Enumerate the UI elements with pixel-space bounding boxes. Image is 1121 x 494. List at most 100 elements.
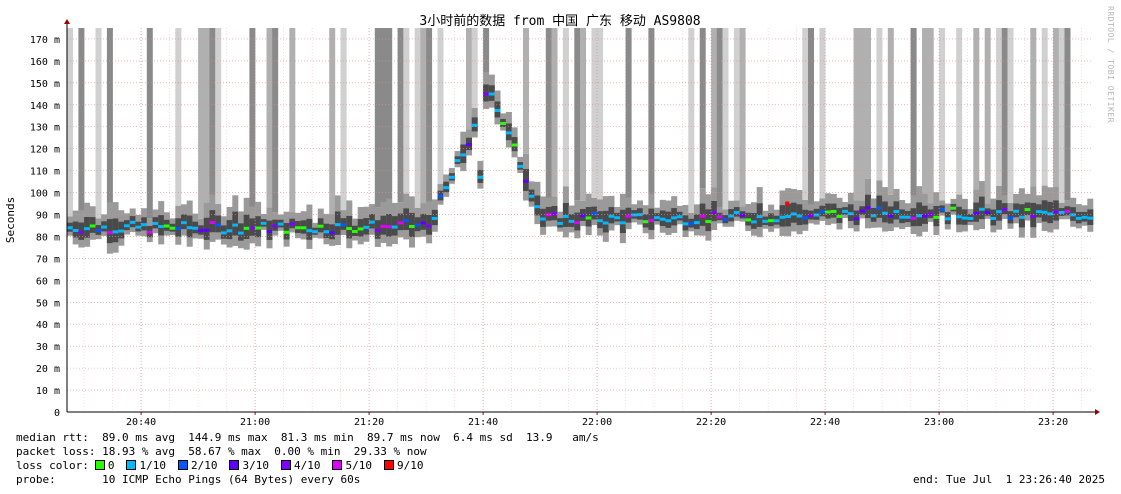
loss-column: [329, 28, 336, 215]
probe-line: probe: 10 ICMP Echo Pings (64 Bytes) eve…: [16, 473, 360, 487]
loss-column: [1007, 28, 1014, 203]
loss-column: [146, 28, 153, 219]
loss-swatch-label: 5/10: [345, 459, 372, 472]
median-marker: [1013, 209, 1020, 213]
loss-column: [437, 28, 444, 185]
loss-column: [1001, 28, 1008, 196]
loss-swatch-label: 1/10: [139, 459, 166, 472]
median-marker: [84, 227, 91, 231]
y-tick-label: 90 m: [36, 211, 60, 222]
median-marker: [944, 217, 951, 221]
median-marker: [67, 226, 73, 230]
x-tick-label: 23:00: [924, 417, 954, 428]
loss-column: [580, 28, 586, 201]
median-marker: [659, 217, 666, 221]
median-marker: [517, 164, 524, 168]
median-marker: [597, 219, 604, 223]
median-marker: [409, 224, 415, 228]
loss-column: [272, 28, 279, 213]
loss-column: [340, 28, 347, 211]
loss-column: [78, 28, 85, 211]
loss-column: [996, 28, 1003, 186]
median-marker: [825, 210, 832, 214]
y-tick-label: 80 m: [36, 232, 60, 243]
median-marker: [756, 215, 763, 219]
median-marker: [728, 214, 735, 218]
loss-column: [1053, 28, 1060, 187]
loss-column: [523, 28, 529, 154]
median-marker: [226, 229, 233, 233]
median-marker: [300, 226, 307, 230]
median-marker: [238, 231, 244, 235]
loss-column: [733, 28, 740, 201]
median-marker: [551, 212, 558, 216]
x-tick-label: 22:20: [696, 417, 726, 428]
median-marker: [386, 225, 393, 229]
y-tick-label: 30 m: [36, 342, 60, 353]
median-marker: [203, 228, 210, 232]
median-marker: [152, 221, 159, 225]
median-marker: [682, 222, 689, 226]
loss-column: [819, 28, 826, 199]
median-marker: [317, 224, 324, 228]
median-marker: [277, 222, 284, 226]
loss-column: [397, 28, 404, 203]
loss-swatch: [332, 460, 343, 470]
loss-column: [922, 28, 928, 194]
median-marker: [101, 225, 108, 229]
packet-loss-values: 18.93 % avg 58.67 % max 0.00 % min 29.33…: [102, 445, 427, 458]
median-marker: [602, 221, 609, 225]
median-marker: [129, 220, 136, 224]
median-marker: [545, 213, 552, 217]
loss-column: [471, 28, 478, 108]
y-tick-label: 40 m: [36, 320, 60, 331]
median-marker: [865, 206, 871, 210]
median-marker: [283, 230, 290, 234]
median-marker: [141, 223, 148, 227]
loss-column: [1030, 28, 1037, 187]
loss-column: [414, 28, 421, 208]
median-marker: [1058, 210, 1065, 214]
median-marker: [505, 131, 512, 135]
probe-value: 10 ICMP Echo Pings (64 Bytes) every 60s: [102, 473, 361, 486]
median-marker: [568, 219, 575, 223]
loss-column: [716, 28, 723, 208]
chart-title: 3小时前的数据 from 中国 广东 移动 AS9808: [419, 13, 700, 29]
median-marker: [768, 219, 775, 223]
median-marker: [215, 223, 222, 227]
median-marker: [135, 225, 142, 229]
median-marker: [796, 214, 803, 218]
loss-color-label: loss color:: [16, 459, 89, 472]
median-marker: [773, 219, 780, 223]
loss-column: [887, 28, 894, 195]
median-marker: [431, 216, 438, 220]
median-marker: [471, 123, 478, 127]
median-marker: [574, 221, 581, 225]
median-marker: [961, 216, 968, 220]
x-axis-arrow: [1095, 409, 1100, 415]
median-rtt-line: median rtt: 89.0 ms avg 144.9 ms max 81.…: [16, 431, 599, 445]
median-marker: [836, 214, 843, 218]
loss-column: [1058, 28, 1065, 203]
median-marker: [1087, 216, 1094, 220]
median-marker: [967, 216, 974, 220]
packet-loss-label: packet loss:: [16, 445, 96, 458]
loss-column: [876, 28, 883, 181]
median-rtt-values: 89.0 ms avg 144.9 ms max 81.3 ms min 89.…: [102, 431, 599, 444]
loss-column: [249, 28, 256, 207]
median-marker: [454, 159, 461, 163]
median-marker: [72, 228, 79, 232]
median-marker: [642, 220, 649, 224]
median-marker: [922, 214, 928, 218]
median-marker: [733, 210, 740, 214]
y-tick-label: 160 m: [30, 57, 60, 68]
median-marker: [614, 216, 621, 220]
x-tick-label: 23:20: [1038, 417, 1068, 428]
loss-column: [859, 28, 866, 201]
median-marker: [870, 214, 877, 218]
median-marker: [232, 223, 239, 227]
loss-column: [574, 28, 581, 201]
median-marker: [956, 215, 963, 219]
loss-swatch-label: 3/10: [242, 459, 269, 472]
median-marker: [933, 215, 940, 219]
